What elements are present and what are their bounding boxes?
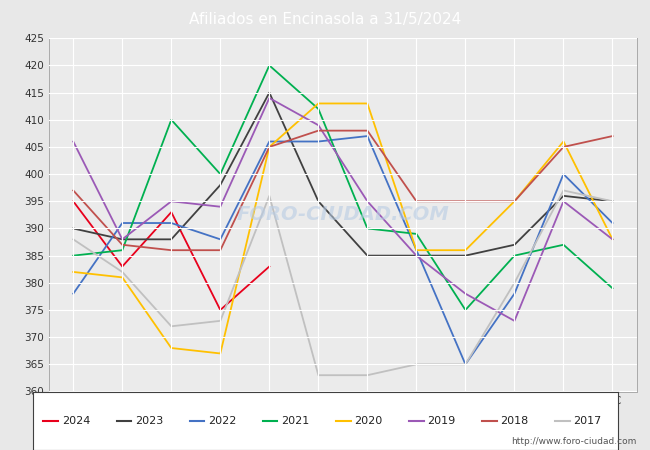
Text: Afiliados en Encinasola a 31/5/2024: Afiliados en Encinasola a 31/5/2024 — [189, 12, 461, 27]
Text: 2018: 2018 — [500, 416, 528, 426]
Text: 2022: 2022 — [208, 416, 237, 426]
Text: 2023: 2023 — [135, 416, 163, 426]
Text: 2020: 2020 — [354, 416, 382, 426]
Text: 2021: 2021 — [281, 416, 309, 426]
Text: FORO-CIUDAD.COM: FORO-CIUDAD.COM — [237, 205, 449, 225]
Text: 2024: 2024 — [62, 416, 90, 426]
Text: 2019: 2019 — [428, 416, 456, 426]
Text: 2017: 2017 — [573, 416, 602, 426]
Text: http://www.foro-ciudad.com: http://www.foro-ciudad.com — [512, 436, 637, 446]
